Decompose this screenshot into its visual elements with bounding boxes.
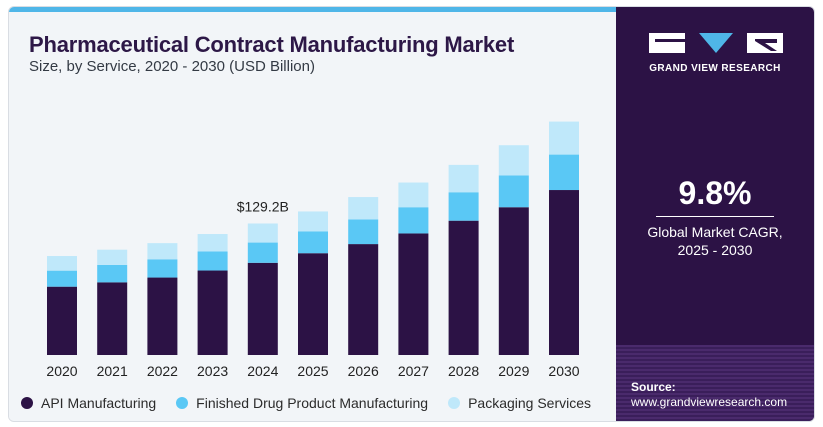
legend-item-api: API Manufacturing (21, 395, 156, 411)
bar-finished-2024 (247, 242, 278, 263)
bar-api-2027 (398, 233, 429, 355)
source-background (616, 345, 814, 421)
logo-triangle (699, 33, 733, 53)
bar-finished-2022 (147, 259, 178, 278)
bar-packaging-2028 (448, 164, 479, 193)
bar-api-2021 (97, 282, 128, 355)
bar-finished-2021 (97, 264, 128, 283)
legend-item-packaging: Packaging Services (448, 395, 591, 411)
legend-swatch-api (21, 397, 33, 409)
bar-finished-2030 (549, 154, 579, 191)
legend-swatch-packaging (448, 397, 461, 409)
bar-finished-2026 (348, 219, 379, 245)
logo-block-left (649, 33, 685, 53)
x-tick-label-2020: 2020 (46, 363, 77, 379)
bar-packaging-2027 (398, 182, 429, 208)
bar-api-2020 (47, 286, 77, 355)
bar-packaging-2025 (298, 211, 328, 232)
brand-name: GRAND VIEW RESEARCH (649, 63, 781, 74)
bar-finished-2029 (498, 175, 529, 208)
chart-legend: API Manufacturing Finished Drug Product … (21, 395, 591, 411)
legend-swatch-finished (176, 397, 189, 409)
bar-packaging-2021 (97, 249, 128, 265)
bar-api-2024 (247, 262, 278, 355)
x-tick-label-2024: 2024 (247, 363, 278, 379)
x-tick-label-2025: 2025 (297, 363, 328, 379)
bar-api-2023 (197, 270, 228, 355)
cagr-label: Global Market CAGR, 2025 - 2030 (616, 223, 814, 259)
infographic-frame: 2020 2021 2022 2023 2024 $129.2B 2025 2026 2027 2… (8, 6, 815, 422)
bar-api-2029 (498, 207, 529, 355)
x-tick-label-2029: 2029 (498, 363, 529, 379)
x-tick-label-2022: 2022 (147, 363, 178, 379)
bar-finished-2023 (197, 251, 228, 271)
cagr-label-line2: 2025 - 2030 (677, 242, 753, 258)
accent-bar (9, 7, 616, 12)
x-tick-label-2027: 2027 (398, 363, 429, 379)
bar-packaging-2023 (197, 234, 228, 252)
bar-api-2030 (549, 190, 579, 355)
stacked-bar-chart: 2020 2021 2022 2023 2024 $129.2B 2025 2026 2027 2… (46, 121, 580, 379)
bar-packaging-2022 (147, 243, 178, 260)
source-label: Source: (631, 380, 676, 394)
bar-finished-2028 (448, 192, 479, 221)
x-tick-label-2028: 2028 (448, 363, 479, 379)
chart-subtitle: Size, by Service, 2020 - 2030 (USD Billi… (29, 58, 315, 75)
bar-packaging-2029 (498, 145, 529, 176)
bar-finished-2025 (298, 231, 328, 254)
cagr-value: 9.8% (678, 175, 752, 211)
bar-annotation-2024: $129.2B (237, 198, 289, 214)
source-url[interactable]: www.grandviewresearch.com (631, 395, 788, 409)
bar-api-2025 (298, 253, 328, 355)
chart-title: Pharmaceutical Contract Manufacturing Ma… (29, 32, 515, 57)
legend-item-finished: Finished Drug Product Manufacturing (176, 395, 428, 411)
x-tick-label-2026: 2026 (348, 363, 379, 379)
bar-packaging-2020 (47, 256, 77, 271)
legend-label-api: API Manufacturing (41, 395, 157, 411)
bar-packaging-2026 (348, 197, 379, 220)
bar-finished-2020 (47, 270, 77, 287)
bar-packaging-2024 (247, 223, 278, 243)
cagr-label-line1: Global Market CAGR, (647, 224, 783, 240)
x-tick-label-2030: 2030 (548, 363, 579, 379)
x-tick-label-2023: 2023 (197, 363, 228, 379)
bar-finished-2027 (398, 207, 429, 234)
grand-view-research-logo (649, 33, 783, 53)
legend-label-packaging: Packaging Services (468, 395, 592, 411)
chart-panel: 2020 2021 2022 2023 2024 $129.2B 2025 2026 2027 2… (9, 12, 616, 421)
info-sidebar: GRAND VIEW RESEARCH 9.8% Global Market C… (616, 7, 814, 421)
bar-api-2022 (147, 277, 178, 355)
bar-packaging-2030 (549, 121, 579, 155)
legend-label-finished: Finished Drug Product Manufacturing (196, 395, 429, 411)
x-tick-label-2021: 2021 (97, 363, 128, 379)
bar-api-2026 (348, 244, 379, 355)
bar-api-2028 (448, 220, 479, 355)
cagr-divider (656, 216, 774, 217)
